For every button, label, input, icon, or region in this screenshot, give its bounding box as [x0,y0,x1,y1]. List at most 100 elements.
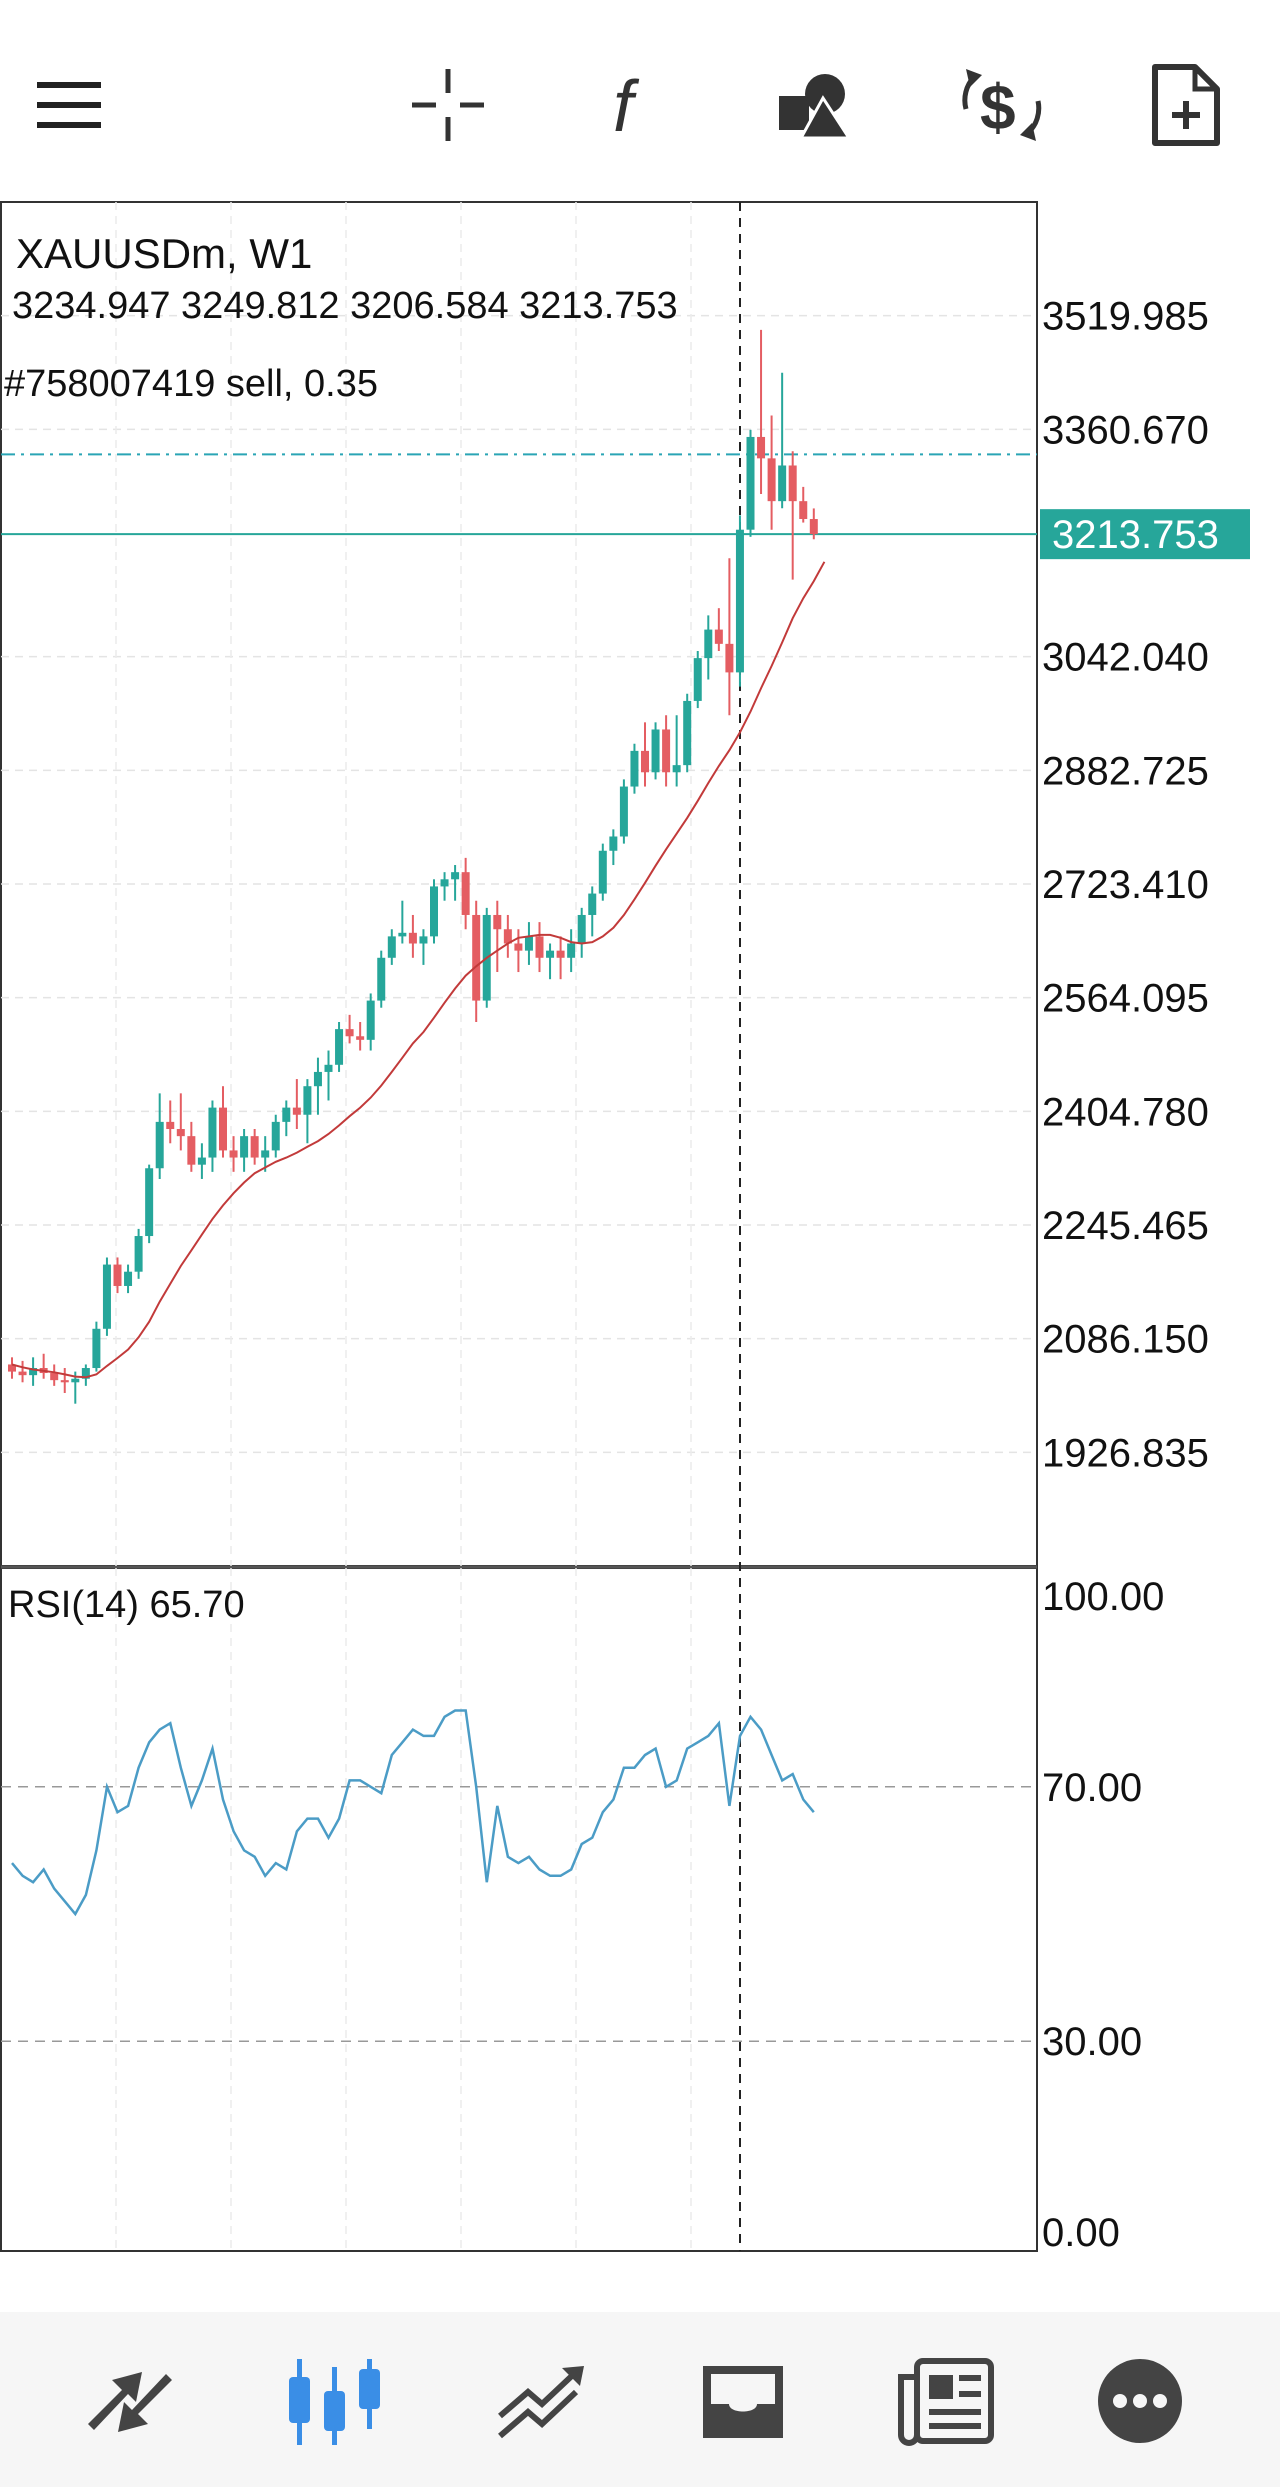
price-chart[interactable]: XAUUSDm, W1 3234.947 3249.812 3206.584 3… [0,200,1280,2303]
current-price-tag: 3213.753 [1040,509,1250,560]
candle [419,929,428,965]
svg-text:$: $ [980,71,1016,143]
candle [39,1353,48,1379]
candle [472,900,481,1022]
candle [704,615,713,680]
candle [398,900,407,944]
candle [588,886,597,937]
candle [662,715,671,787]
news-icon[interactable] [890,2352,1000,2452]
chart-area[interactable]: XAUUSDm, W1 3234.947 3249.812 3206.584 3… [0,200,1280,2303]
candle [229,1136,238,1172]
candle [366,993,375,1051]
candle [187,1121,196,1172]
price-tick-label: 2882.725 [1042,749,1209,793]
function-icon[interactable]: f [578,50,688,160]
candle [567,929,576,973]
candle [8,1357,16,1379]
candle [641,722,649,787]
chart-icon[interactable] [280,2352,390,2452]
candle [60,1368,69,1393]
candle [493,900,502,973]
rsi-axis: 100.00 70.00 30.00 0.00 [1042,1575,1164,2255]
candle [799,486,808,523]
menu-icon[interactable] [15,50,125,160]
candle [630,743,639,794]
candle [767,415,776,530]
candle [335,1021,344,1072]
candle [303,1079,312,1144]
candle [556,936,565,980]
candle [619,779,628,844]
rsi-level-label: 0.00 [1042,2211,1120,2252]
candle [261,1136,270,1172]
price-tick-label: 2404.780 [1042,1090,1209,1134]
candle [672,715,681,787]
history-icon[interactable] [688,2352,798,2452]
candle [683,693,692,773]
price-tick-label: 2723.410 [1042,863,1209,907]
price-tick-label: 3042.040 [1042,636,1209,680]
candle [725,558,734,716]
rsi-level-label: 70.00 [1042,1766,1142,1810]
candle [271,1114,280,1158]
crosshair-icon[interactable] [393,50,503,160]
svg-text:f: f [613,67,640,145]
candle [535,922,544,973]
candle [134,1228,143,1279]
candle [377,950,386,1008]
bottom-navigation [0,2312,1280,2487]
candle [313,1057,322,1115]
shapes-icon[interactable] [762,50,872,160]
candle [282,1100,291,1137]
candle [546,943,555,980]
grid [1,202,1037,2251]
candle [440,872,449,901]
candle [714,608,723,651]
candle [577,907,586,958]
candle [81,1364,90,1386]
price-tick-label: 2086.150 [1042,1318,1209,1362]
price-tick-label: 3360.670 [1042,408,1209,452]
candle [461,857,470,930]
rsi-label: RSI(14) 65.70 [8,1584,245,1626]
candle [145,1164,154,1244]
candle [746,429,755,537]
candle [124,1264,133,1294]
moving-average-line [11,561,826,1379]
candle [250,1129,259,1165]
candle [598,843,607,901]
candle [208,1100,217,1172]
candle [155,1093,164,1179]
quotes-icon[interactable] [75,2352,185,2452]
candle [345,1014,354,1044]
candle [240,1129,249,1172]
candle [113,1257,122,1294]
candle [292,1079,301,1130]
trade-icon[interactable]: $ [946,50,1056,160]
top-toolbar: f $ [0,0,1280,200]
chat-icon[interactable] [1085,2352,1195,2452]
rsi-level-label: 100.00 [1042,1575,1164,1619]
candle [809,508,818,540]
candle [693,650,702,709]
candle [356,1021,365,1051]
candle [651,722,660,780]
candle [451,865,460,901]
candle [430,879,438,944]
new-order-icon[interactable] [1131,50,1241,160]
candle [324,1050,333,1101]
price-tick-label: 1926.835 [1042,1431,1209,1475]
candle [166,1100,175,1144]
candle [219,1086,227,1158]
candle [29,1357,38,1386]
rsi-line [11,1709,815,1917]
candle [50,1364,59,1386]
rsi-levels [1,1786,1037,2042]
order-label: #758007419 sell, 0.35 [4,363,378,405]
price-axis: 3519.985 3360.670 3042.040 2882.725 2723.410… [1042,295,1209,1476]
price-tick-label: 2564.095 [1042,977,1209,1021]
trade-nav-icon[interactable] [487,2352,597,2452]
price-tick-label: 3519.985 [1042,295,1209,339]
candle [778,372,787,509]
